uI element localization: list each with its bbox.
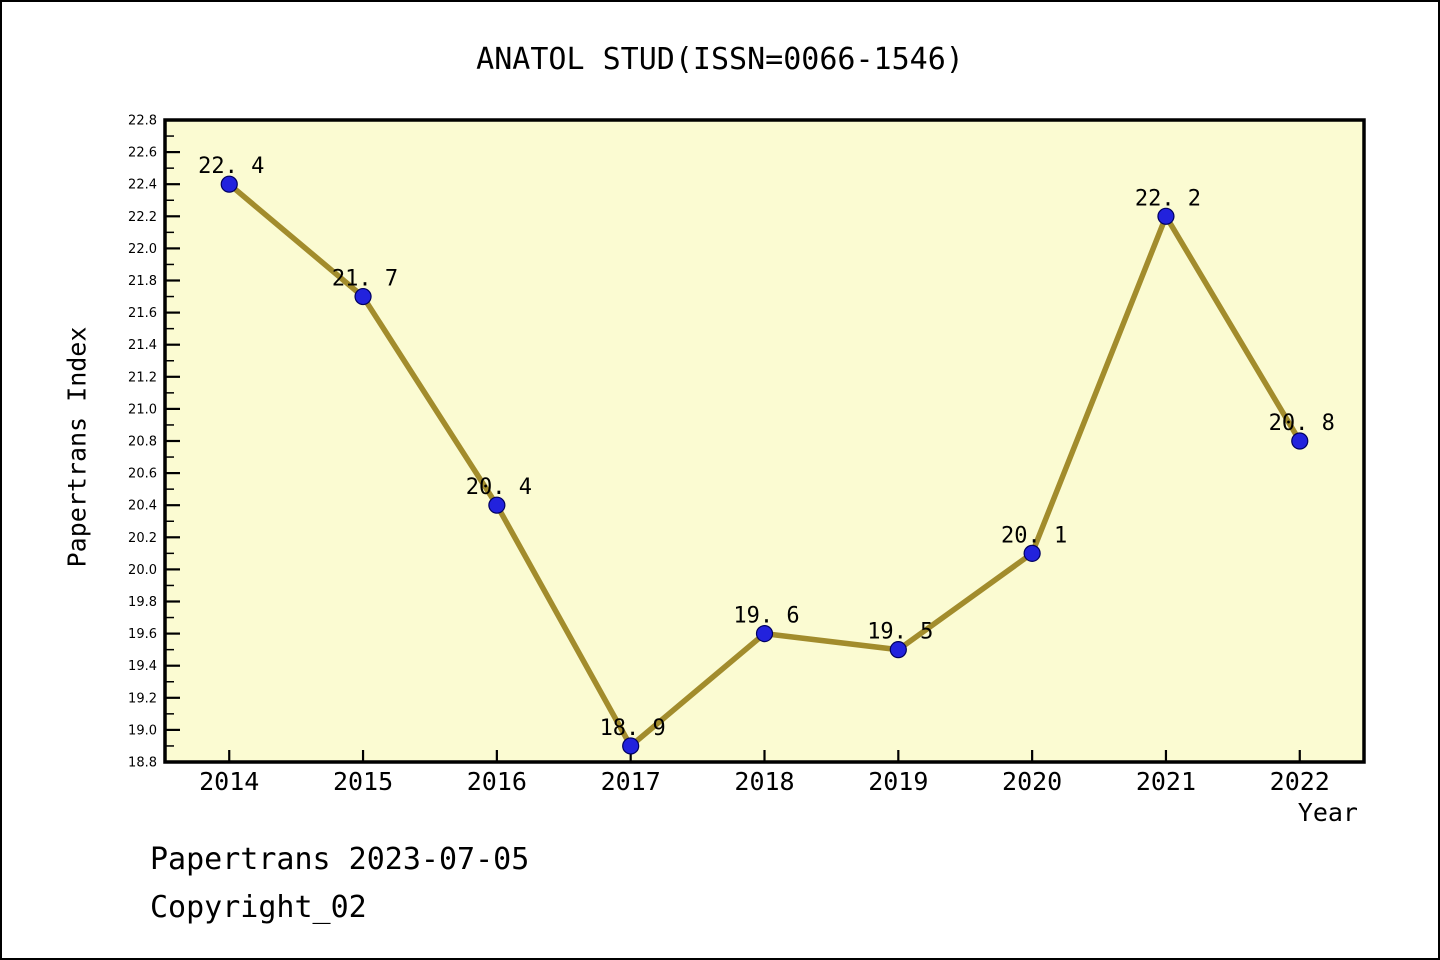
data-point-label: 19. 5 (867, 620, 933, 645)
x-tick-label: 2016 (467, 767, 527, 796)
data-point (622, 737, 640, 755)
watermark-date-text: Papertrans 2023-07-05 (150, 842, 530, 877)
y-tick-label: 18.8 (128, 756, 157, 771)
data-point (354, 287, 372, 306)
x-tick-label: 2019 (868, 767, 928, 796)
y-tick-label: 22.2 (128, 210, 157, 225)
y-tick-label: 21.0 (128, 402, 157, 417)
x-tick-label: 2014 (199, 767, 259, 796)
y-tick-label: 20.2 (128, 531, 157, 546)
data-point-label: 20. 8 (1269, 411, 1335, 436)
y-tick-label: 20.8 (128, 435, 157, 450)
data-point (488, 496, 506, 514)
y-tick-label: 20.6 (128, 467, 157, 482)
data-point (220, 175, 238, 193)
data-point (755, 624, 774, 643)
y-tick-label: 22.8 (128, 114, 157, 129)
x-tick-label: 2015 (333, 767, 393, 796)
y-tick-label: 19.6 (128, 627, 157, 642)
chart-title: ANATOL STUD(ISSN=0066-1546) (476, 42, 964, 77)
x-tick-label: 2020 (1002, 767, 1062, 796)
data-point (1291, 432, 1309, 450)
data-point-label: 20. 1 (1001, 523, 1067, 548)
x-tick-label: 2017 (601, 767, 661, 796)
x-tick-label: 2022 (1270, 767, 1330, 796)
data-point-label: 21. 7 (332, 267, 398, 292)
y-tick-label: 22.0 (128, 242, 157, 257)
y-tick-label: 19.0 (128, 723, 157, 738)
y-tick-label: 19.8 (128, 595, 157, 610)
data-point (1157, 207, 1175, 225)
y-tick-label: 20.4 (128, 499, 157, 514)
data-point-label: 22. 4 (198, 154, 264, 179)
y-tick-label: 21.6 (128, 306, 157, 321)
x-tick-label: 2018 (734, 767, 794, 796)
data-point-label: 20. 4 (466, 475, 532, 500)
y-tick-label: 21.2 (128, 370, 157, 385)
data-point-label: 18. 9 (600, 716, 666, 741)
data-point (1023, 544, 1041, 562)
y-tick-label: 21.4 (128, 338, 157, 353)
y-axis-label: Papertrans Index (62, 326, 92, 568)
data-point-label: 19. 6 (733, 604, 799, 629)
y-tick-label: 19.2 (128, 691, 157, 706)
data-point-label: 22. 2 (1135, 186, 1201, 211)
copyright-text: Copyright_02 (150, 890, 367, 925)
y-tick-label: 19.4 (128, 659, 157, 674)
plot-area (165, 120, 1364, 762)
x-tick-label: 2021 (1136, 767, 1196, 796)
y-tick-label: 20.0 (128, 563, 157, 578)
y-tick-label: 21.8 (128, 274, 157, 289)
y-tick-label: 22.4 (128, 178, 157, 193)
x-axis-label: Year (1297, 798, 1358, 827)
plot-frame (163, 118, 1366, 764)
y-tick-label: 22.6 (128, 146, 157, 161)
data-point (889, 641, 907, 659)
